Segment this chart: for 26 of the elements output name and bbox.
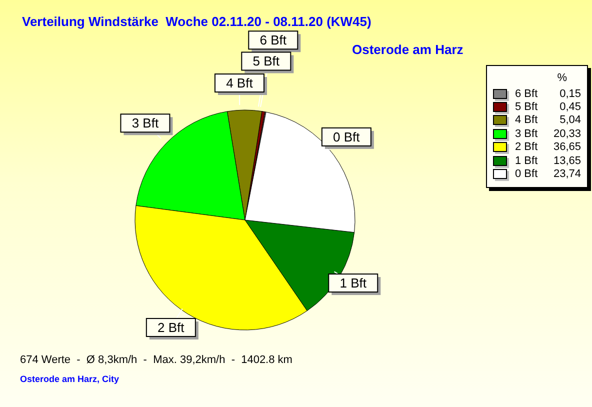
data-label: 13,65	[552, 154, 581, 167]
data-label: 0,15	[558, 88, 581, 100]
category-label: 6 Bft	[260, 32, 287, 48]
slice-label: 2 Bft	[158, 320, 185, 335]
data-label: 23,74	[552, 168, 581, 180]
legend-label: 4 Bft	[515, 114, 539, 126]
chart-title: Verteilung Windstärke Woche 02.11.20 - 08.11.20 (KW45)	[22, 14, 372, 29]
legend-label: 3 Bft	[515, 128, 539, 140]
slice-label: 0 Bft	[333, 129, 360, 144]
data-label: 20,33	[552, 128, 581, 140]
text: 674 Werte - Ø 8,3km/h - Max. 39,2km/h - 1402.8 km	[20, 354, 292, 366]
legend-label: 0 Bft	[515, 168, 539, 180]
chart-subtitle: Osterode am Harz	[352, 42, 464, 57]
category-label: 5 Bft	[252, 54, 280, 69]
legend-label: 2 Bft	[515, 141, 539, 154]
data-label: 5,04	[558, 114, 581, 126]
text: Osterode am Harz, City	[20, 374, 120, 384]
slice-label: 1 Bft	[340, 276, 367, 291]
data-label: 36,65	[552, 141, 581, 154]
legend-label: 1 Bft	[515, 154, 539, 167]
legend-title: %	[556, 71, 568, 86]
legend-label: 6 Bft	[515, 88, 539, 100]
legend-label: 5 Bft	[515, 101, 539, 114]
slice-label: 3 Bft	[132, 116, 159, 131]
slice-label: 4 Bft	[226, 76, 254, 90]
data-label: 0,45	[558, 101, 581, 114]
